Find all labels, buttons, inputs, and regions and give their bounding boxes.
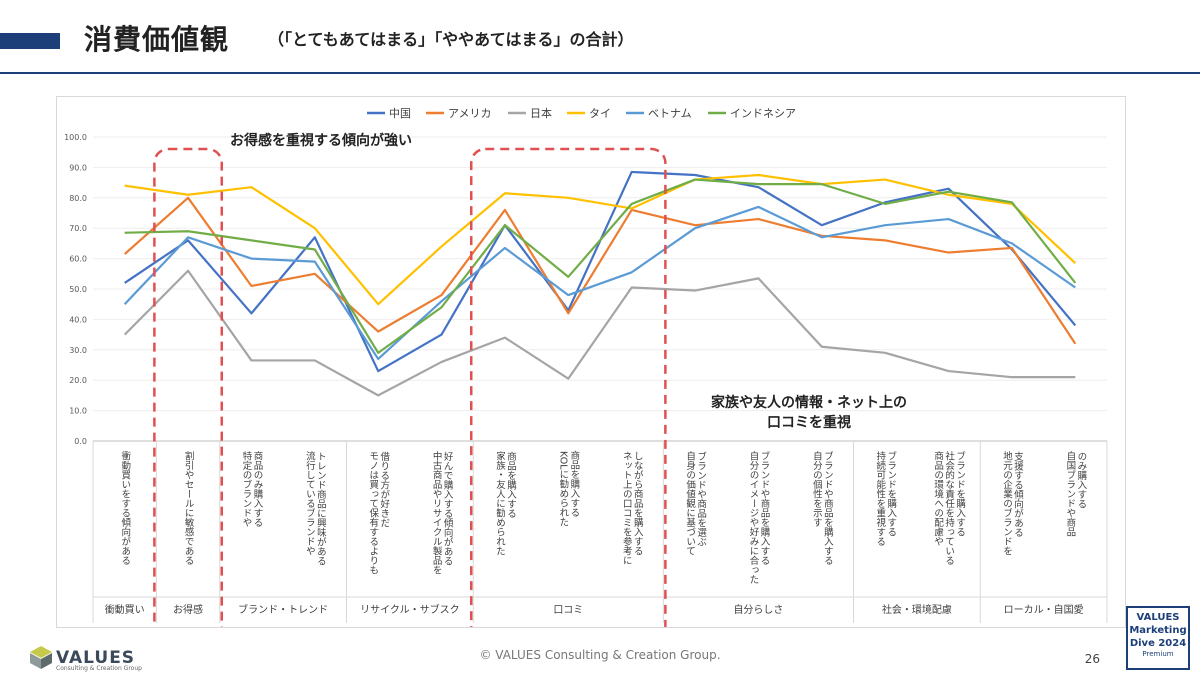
group-label: 社会・環境配慮 bbox=[882, 603, 952, 616]
header-rule bbox=[0, 72, 1200, 74]
y-tick-label: 60.0 bbox=[69, 255, 87, 264]
series-line-ベトナム bbox=[123, 205, 1076, 361]
group-label: お得感 bbox=[173, 603, 203, 616]
highlight-box bbox=[153, 147, 223, 627]
category-label: ネット上の口コミを参考にしながら商品を購入する bbox=[621, 451, 644, 565]
y-tick-label: 90.0 bbox=[69, 163, 87, 172]
copyright: © VALUES Consulting & Creation Group. bbox=[479, 648, 721, 662]
logo-cube-icon bbox=[30, 646, 52, 669]
legend-label: ベトナム bbox=[648, 107, 692, 120]
legend-label: アメリカ bbox=[448, 107, 491, 120]
category-label: 特定のブランドや商品のみ購入する bbox=[240, 450, 263, 527]
series-line-インドネシア bbox=[124, 178, 1077, 354]
series-line-アメリカ bbox=[123, 196, 1077, 345]
title-accent-bar bbox=[0, 33, 60, 49]
badge-line: Marketing bbox=[1129, 625, 1187, 636]
y-tick-label: 10.0 bbox=[69, 407, 87, 416]
category-label: 自国ブランドや商品のみ購入する bbox=[1064, 450, 1087, 537]
page-title: 消費価値観 bbox=[84, 23, 230, 56]
category-label: モノは買って保有するよりも借りる方が好きだ bbox=[367, 450, 390, 574]
annotation: 家族や友人の情報・ネット上の口コミを重視 bbox=[711, 394, 907, 431]
chart-frame: 0.0 10.0 20.0 30.0 40.0 50.0 60.0 70.0 80.0 90.0 1… bbox=[56, 96, 1126, 628]
page-subtitle: （「とてもあてはまる」「ややあてはまる」の合計） bbox=[268, 30, 634, 49]
category-label: 持続可能性を重視するブランドを購入する bbox=[874, 450, 897, 546]
group-label: ローカル・自国愛 bbox=[1004, 603, 1084, 616]
event-badge: VALUES Marketing Dive 2024 Premium bbox=[1126, 606, 1190, 670]
y-tick-label: 40.0 bbox=[69, 315, 87, 324]
legend-label: タイ bbox=[589, 107, 611, 120]
group-label: 自分らしさ bbox=[733, 603, 783, 616]
badge-line: Premium bbox=[1142, 650, 1174, 658]
badge-line: Dive 2024 bbox=[1129, 638, 1187, 649]
group-label: 衝動買い bbox=[105, 603, 145, 616]
y-tick-label: 30.0 bbox=[69, 346, 87, 355]
y-tick-label: 20.0 bbox=[69, 376, 87, 385]
line-chart: 0.0 10.0 20.0 30.0 40.0 50.0 60.0 70.0 80.0 90.0 1… bbox=[64, 106, 1108, 627]
series-line-中国 bbox=[124, 170, 1077, 373]
y-tick-label: 70.0 bbox=[69, 224, 87, 233]
category-label: 自身の価値観に基づいてブランドや商品を選ぶ bbox=[684, 450, 707, 555]
category-label: KOLに勧められた商品を購入する bbox=[557, 450, 580, 526]
y-tick-label: 0.0 bbox=[74, 437, 87, 446]
category-label: 自分のイメージや好みに合ったブランドや商品を購入する bbox=[747, 450, 770, 584]
y-tick-label: 80.0 bbox=[69, 194, 87, 203]
legend-label: 中国 bbox=[389, 107, 411, 120]
category-label: 地元の企業のブランドを支援する傾向がある bbox=[1001, 450, 1024, 555]
values-logo: VALUES Consulting & Creation Group bbox=[28, 644, 158, 672]
group-label: 口コミ bbox=[553, 605, 583, 616]
badge-line: VALUES bbox=[1136, 612, 1180, 623]
legend-label: 日本 bbox=[530, 106, 552, 120]
category-label: 流行しているブランドやトレンド商品に興味がある bbox=[304, 450, 327, 565]
page-number: 26 bbox=[1084, 652, 1100, 666]
group-label: リサイクル・サブスク bbox=[360, 603, 460, 616]
logo-text: VALUES bbox=[56, 648, 136, 668]
group-label: ブランド・トレンド bbox=[238, 603, 328, 616]
highlight-box bbox=[470, 147, 667, 627]
annotation: お得感を重視する傾向が強い bbox=[230, 132, 412, 149]
category-label: 商品の環境への配慮や社会的な責任を持っているブランドを購入する bbox=[932, 450, 966, 565]
series-line-日本 bbox=[123, 269, 1076, 397]
legend-label: インドネシア bbox=[730, 107, 796, 120]
series-line-タイ bbox=[124, 173, 1077, 306]
category-label: 自分の個性を示すブランドや商品を購入する bbox=[811, 450, 834, 565]
category-label: 衝動買いをする傾向がある bbox=[119, 450, 131, 565]
logo-subtext: Consulting & Creation Group bbox=[56, 665, 142, 672]
category-label: 割引やセールに敏感である bbox=[183, 450, 195, 565]
category-label: 家族・友人に勧められた商品を購入する bbox=[494, 450, 517, 555]
y-tick-label: 50.0 bbox=[69, 285, 87, 294]
category-label: 中古商品やリサイクル製品を好んで購入する傾向がある bbox=[431, 450, 454, 574]
y-tick-label: 100.0 bbox=[64, 133, 87, 142]
